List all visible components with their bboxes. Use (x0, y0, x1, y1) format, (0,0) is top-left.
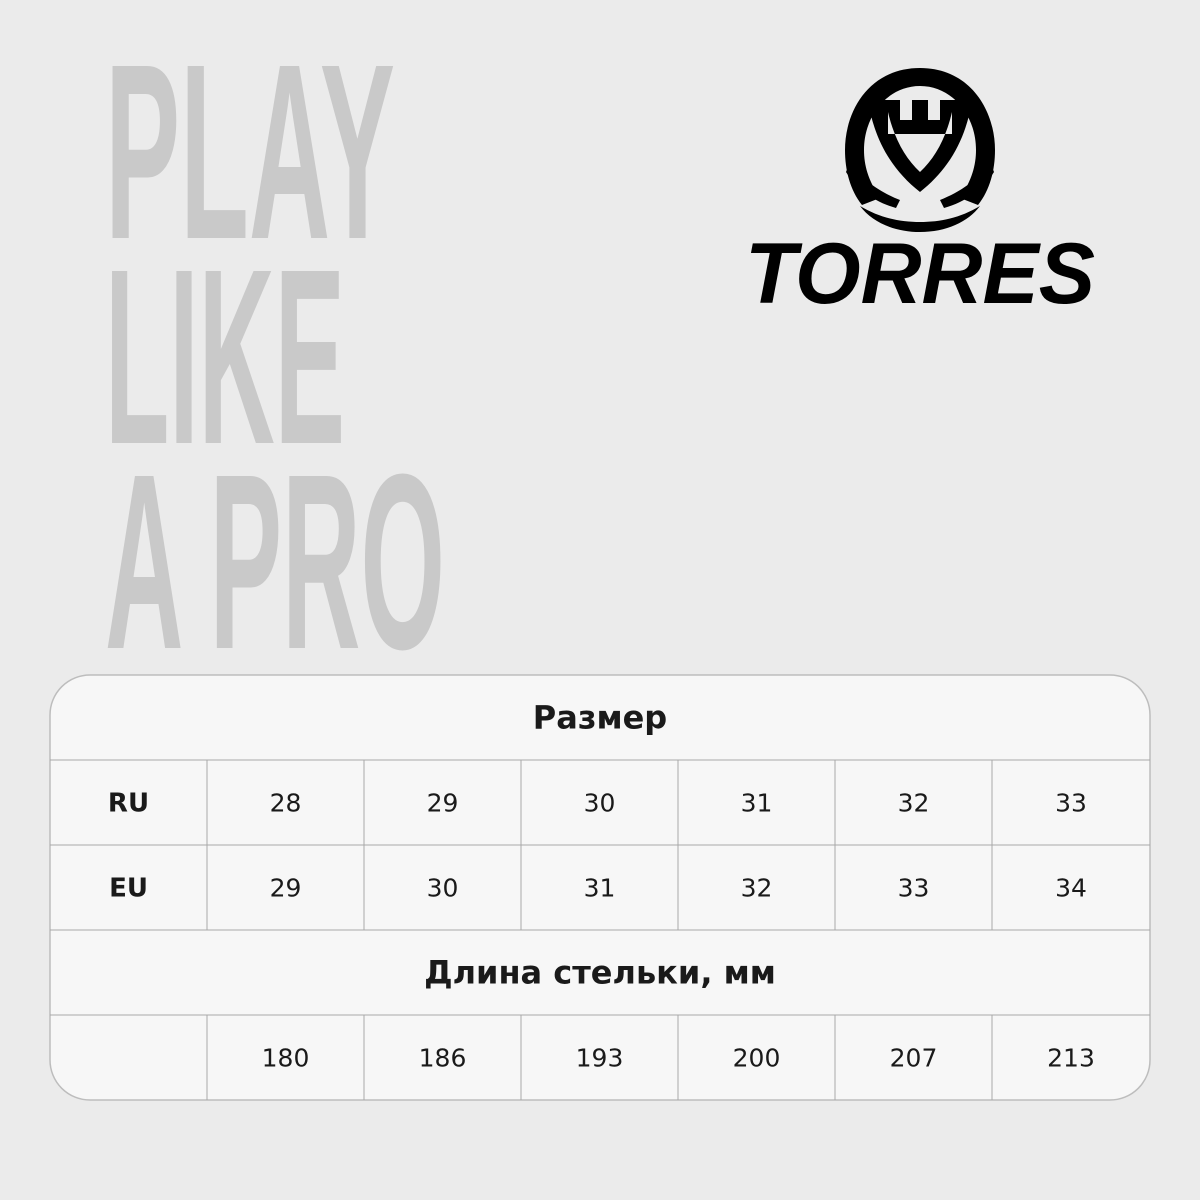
section-title: Длина стельки, мм (424, 954, 776, 992)
brand-name: TORRES (745, 226, 1095, 322)
size-value: 32 (741, 874, 773, 903)
size-value: 30 (584, 789, 616, 818)
row-label: RU (108, 789, 149, 819)
row-label: EU (109, 874, 148, 904)
insole-value: 180 (262, 1044, 310, 1073)
size-value: 33 (1055, 789, 1087, 818)
size-value: 30 (427, 874, 459, 903)
insole-value: 193 (576, 1044, 624, 1073)
size-value: 28 (270, 789, 302, 818)
size-value: 34 (1055, 874, 1087, 903)
insole-value: 186 (419, 1044, 467, 1073)
logo-emblem (845, 68, 995, 232)
slogan-line: PLAY (105, 12, 395, 291)
size-value: 31 (584, 874, 616, 903)
size-value: 32 (898, 789, 930, 818)
insole-value: 213 (1047, 1044, 1095, 1073)
slogan-line: A PRO (105, 422, 445, 701)
size-table (49, 674, 1151, 1101)
size-value: 29 (427, 789, 459, 818)
slogan-line: LIKE (105, 217, 345, 496)
insole-value: 200 (733, 1044, 781, 1073)
size-value: 31 (741, 789, 773, 818)
size-value: 29 (270, 874, 302, 903)
size-value: 33 (898, 874, 930, 903)
insole-value: 207 (890, 1044, 938, 1073)
table-title: Размер (533, 699, 667, 737)
